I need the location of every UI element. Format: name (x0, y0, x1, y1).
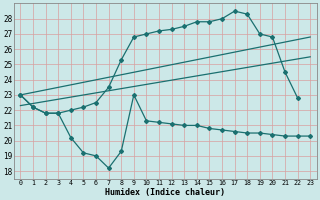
X-axis label: Humidex (Indice chaleur): Humidex (Indice chaleur) (105, 188, 225, 197)
